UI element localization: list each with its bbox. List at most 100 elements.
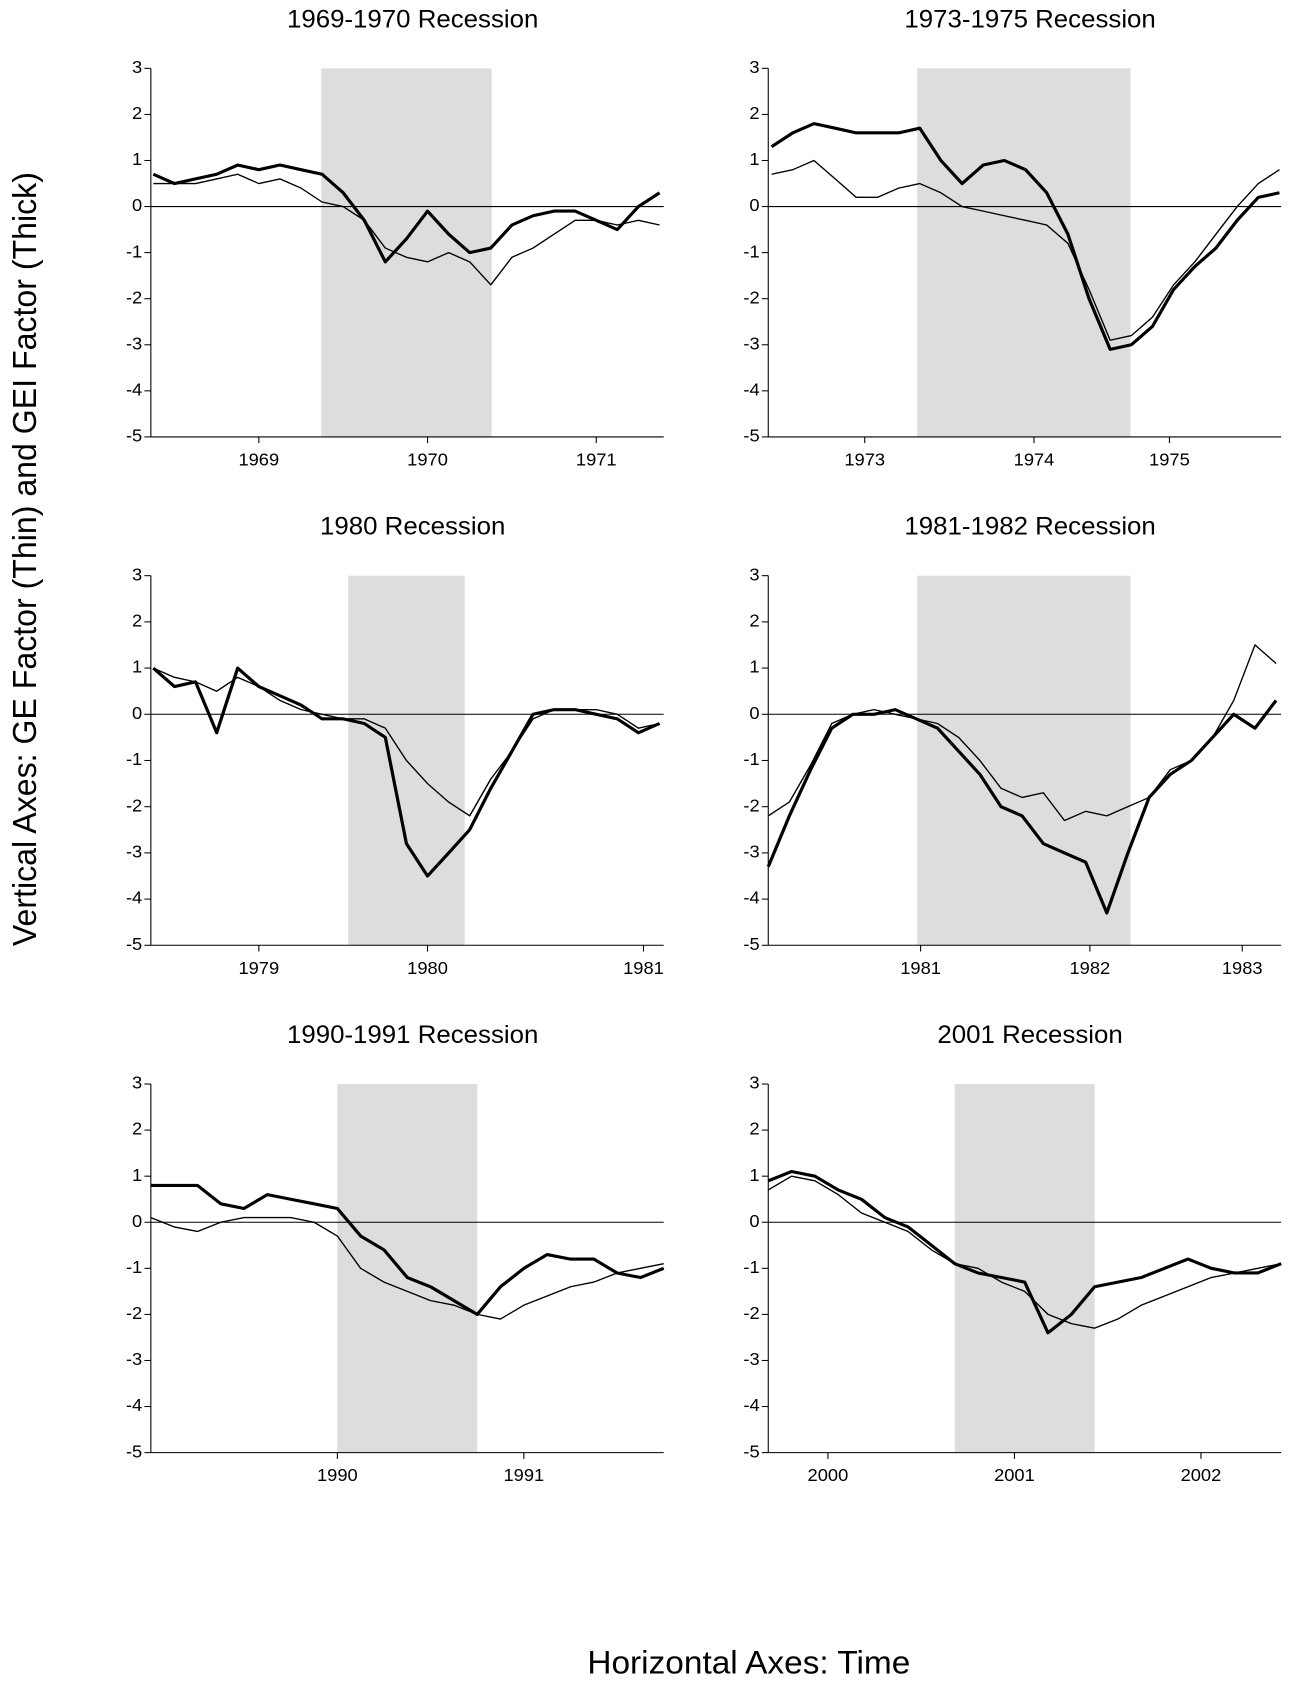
- x-tick-label: 2000: [808, 1465, 849, 1485]
- panel: 1981-1982 Recession -5 -4 -3 -2 -1 0 1 2 3 1981 198…: [743, 513, 1282, 978]
- y-tick-label: -4: [126, 1396, 142, 1416]
- x-tick-label: 1973: [844, 450, 885, 470]
- panel-title: 2001 Recession: [937, 1021, 1122, 1048]
- y-tick-label: -3: [126, 334, 142, 354]
- y-tick-label: -1: [126, 1257, 142, 1277]
- x-tick-label: 1980: [407, 958, 448, 978]
- x-tick-label: 1974: [1014, 450, 1055, 470]
- y-tick-label: 2: [749, 611, 759, 631]
- y-tick-label: -2: [126, 288, 142, 308]
- x-axis-label: Horizontal Axes: Time: [587, 1644, 910, 1680]
- x-tick-label: 1979: [238, 958, 279, 978]
- y-tick-label: -2: [743, 1303, 759, 1323]
- y-tick-label: -2: [743, 288, 759, 308]
- y-tick-label: -4: [743, 1396, 759, 1416]
- y-tick-label: 0: [132, 703, 142, 723]
- y-tick-label: -2: [126, 1303, 142, 1323]
- panel: 2001 Recession -5 -4 -3 -2 -1 0 1 2 3 2000 2001 2002: [743, 1021, 1282, 1485]
- series-line: [150, 1183, 665, 1316]
- y-tick-label: -3: [743, 1349, 759, 1369]
- series-line: [150, 1216, 664, 1320]
- y-tick-label: 3: [749, 1073, 759, 1093]
- y-tick-label: 2: [749, 103, 759, 123]
- series-line: [770, 122, 1280, 351]
- x-tick-label: 2001: [994, 1465, 1035, 1485]
- series-line: [153, 173, 660, 286]
- y-tick-label: 2: [132, 611, 142, 631]
- recession-shade: [321, 68, 492, 437]
- x-tick-label: 1970: [407, 450, 448, 470]
- y-tick-label: -3: [126, 1349, 142, 1369]
- x-tick-label: 1990: [317, 1465, 358, 1485]
- y-tick-label: -5: [126, 1442, 142, 1462]
- y-tick-label: -4: [126, 380, 142, 400]
- series-line: [771, 159, 1280, 341]
- x-tick-label: 1971: [576, 450, 617, 470]
- y-tick-label: -4: [126, 888, 142, 908]
- panel-title: 1980 Recession: [320, 513, 505, 540]
- x-tick-label: 1981: [623, 958, 664, 978]
- y-tick-label: 2: [132, 103, 142, 123]
- y-tick-label: -3: [126, 842, 142, 862]
- panel-title: 1990-1991 Recession: [287, 1021, 538, 1048]
- series-line: [766, 699, 1278, 915]
- y-tick-label: -3: [743, 842, 759, 862]
- y-tick-label: -5: [743, 1442, 759, 1462]
- x-tick-label: 1975: [1149, 450, 1190, 470]
- y-tick-label: 1: [749, 657, 759, 677]
- y-tick-label: 0: [749, 196, 759, 216]
- y-tick-label: -5: [743, 426, 759, 446]
- recession-shade: [337, 1084, 478, 1453]
- y-tick-label: -4: [743, 888, 759, 908]
- y-tick-label: -1: [743, 749, 759, 769]
- panel-title: 1981-1982 Recession: [904, 513, 1155, 540]
- y-tick-label: 3: [749, 57, 759, 77]
- y-tick-label: 3: [749, 565, 759, 585]
- y-tick-label: -5: [126, 426, 142, 446]
- panel: 1969-1970 Recession -5 -4 -3 -2 -1 0 1 2 3 1969 197…: [126, 6, 664, 470]
- y-tick-label: 3: [132, 1073, 142, 1093]
- y-tick-label: 1: [132, 657, 142, 677]
- y-tick-label: 0: [749, 1211, 759, 1231]
- series-line: [767, 1169, 1282, 1335]
- y-tick-label: -4: [743, 380, 759, 400]
- y-tick-label: -1: [743, 242, 759, 262]
- y-tick-label: 3: [132, 57, 142, 77]
- y-tick-label: -1: [126, 242, 142, 262]
- y-tick-label: -2: [126, 796, 142, 816]
- y-tick-label: 1: [132, 149, 142, 169]
- y-tick-label: -1: [126, 749, 142, 769]
- x-tick-label: 2002: [1181, 1465, 1222, 1485]
- panel-title: 1973-1975 Recession: [904, 6, 1155, 33]
- y-tick-label: 1: [749, 149, 759, 169]
- x-tick-label: 1982: [1070, 958, 1111, 978]
- y-tick-label: -2: [743, 796, 759, 816]
- x-tick-label: 1991: [503, 1465, 544, 1485]
- panel: 1973-1975 Recession -5 -4 -3 -2 -1 0 1 2 3 1973 197…: [743, 6, 1282, 470]
- panel-title: 1969-1970 Recession: [287, 6, 538, 33]
- y-tick-label: 3: [132, 565, 142, 585]
- x-tick-label: 1983: [1222, 958, 1263, 978]
- panel: 1990-1991 Recession -5 -4 -3 -2 -1 0 1 2 3 1990 199…: [126, 1021, 665, 1485]
- y-tick-label: 2: [749, 1119, 759, 1139]
- y-tick-label: 0: [749, 703, 759, 723]
- y-tick-label: -5: [126, 934, 142, 954]
- y-axis-label: Vertical Axes: GE Factor (Thin) and GEI …: [5, 172, 43, 946]
- y-tick-label: 1: [132, 1165, 142, 1185]
- y-tick-label: 2: [132, 1119, 142, 1139]
- x-tick-label: 1981: [900, 958, 941, 978]
- x-tick-label: 1969: [238, 450, 279, 470]
- y-tick-label: 1: [749, 1165, 759, 1185]
- panel: 1980 Recession -5 -4 -3 -2 -1 0 1 2 3 1979 1980 1981: [126, 513, 664, 978]
- series-line: [152, 666, 661, 878]
- y-tick-label: -3: [743, 334, 759, 354]
- series-line: [767, 1175, 1282, 1329]
- y-tick-label: -5: [743, 934, 759, 954]
- recession-shade: [917, 68, 1131, 437]
- y-tick-label: 0: [132, 1211, 142, 1231]
- series-line: [152, 163, 661, 264]
- y-tick-label: -1: [743, 1257, 759, 1277]
- y-tick-label: 0: [132, 196, 142, 216]
